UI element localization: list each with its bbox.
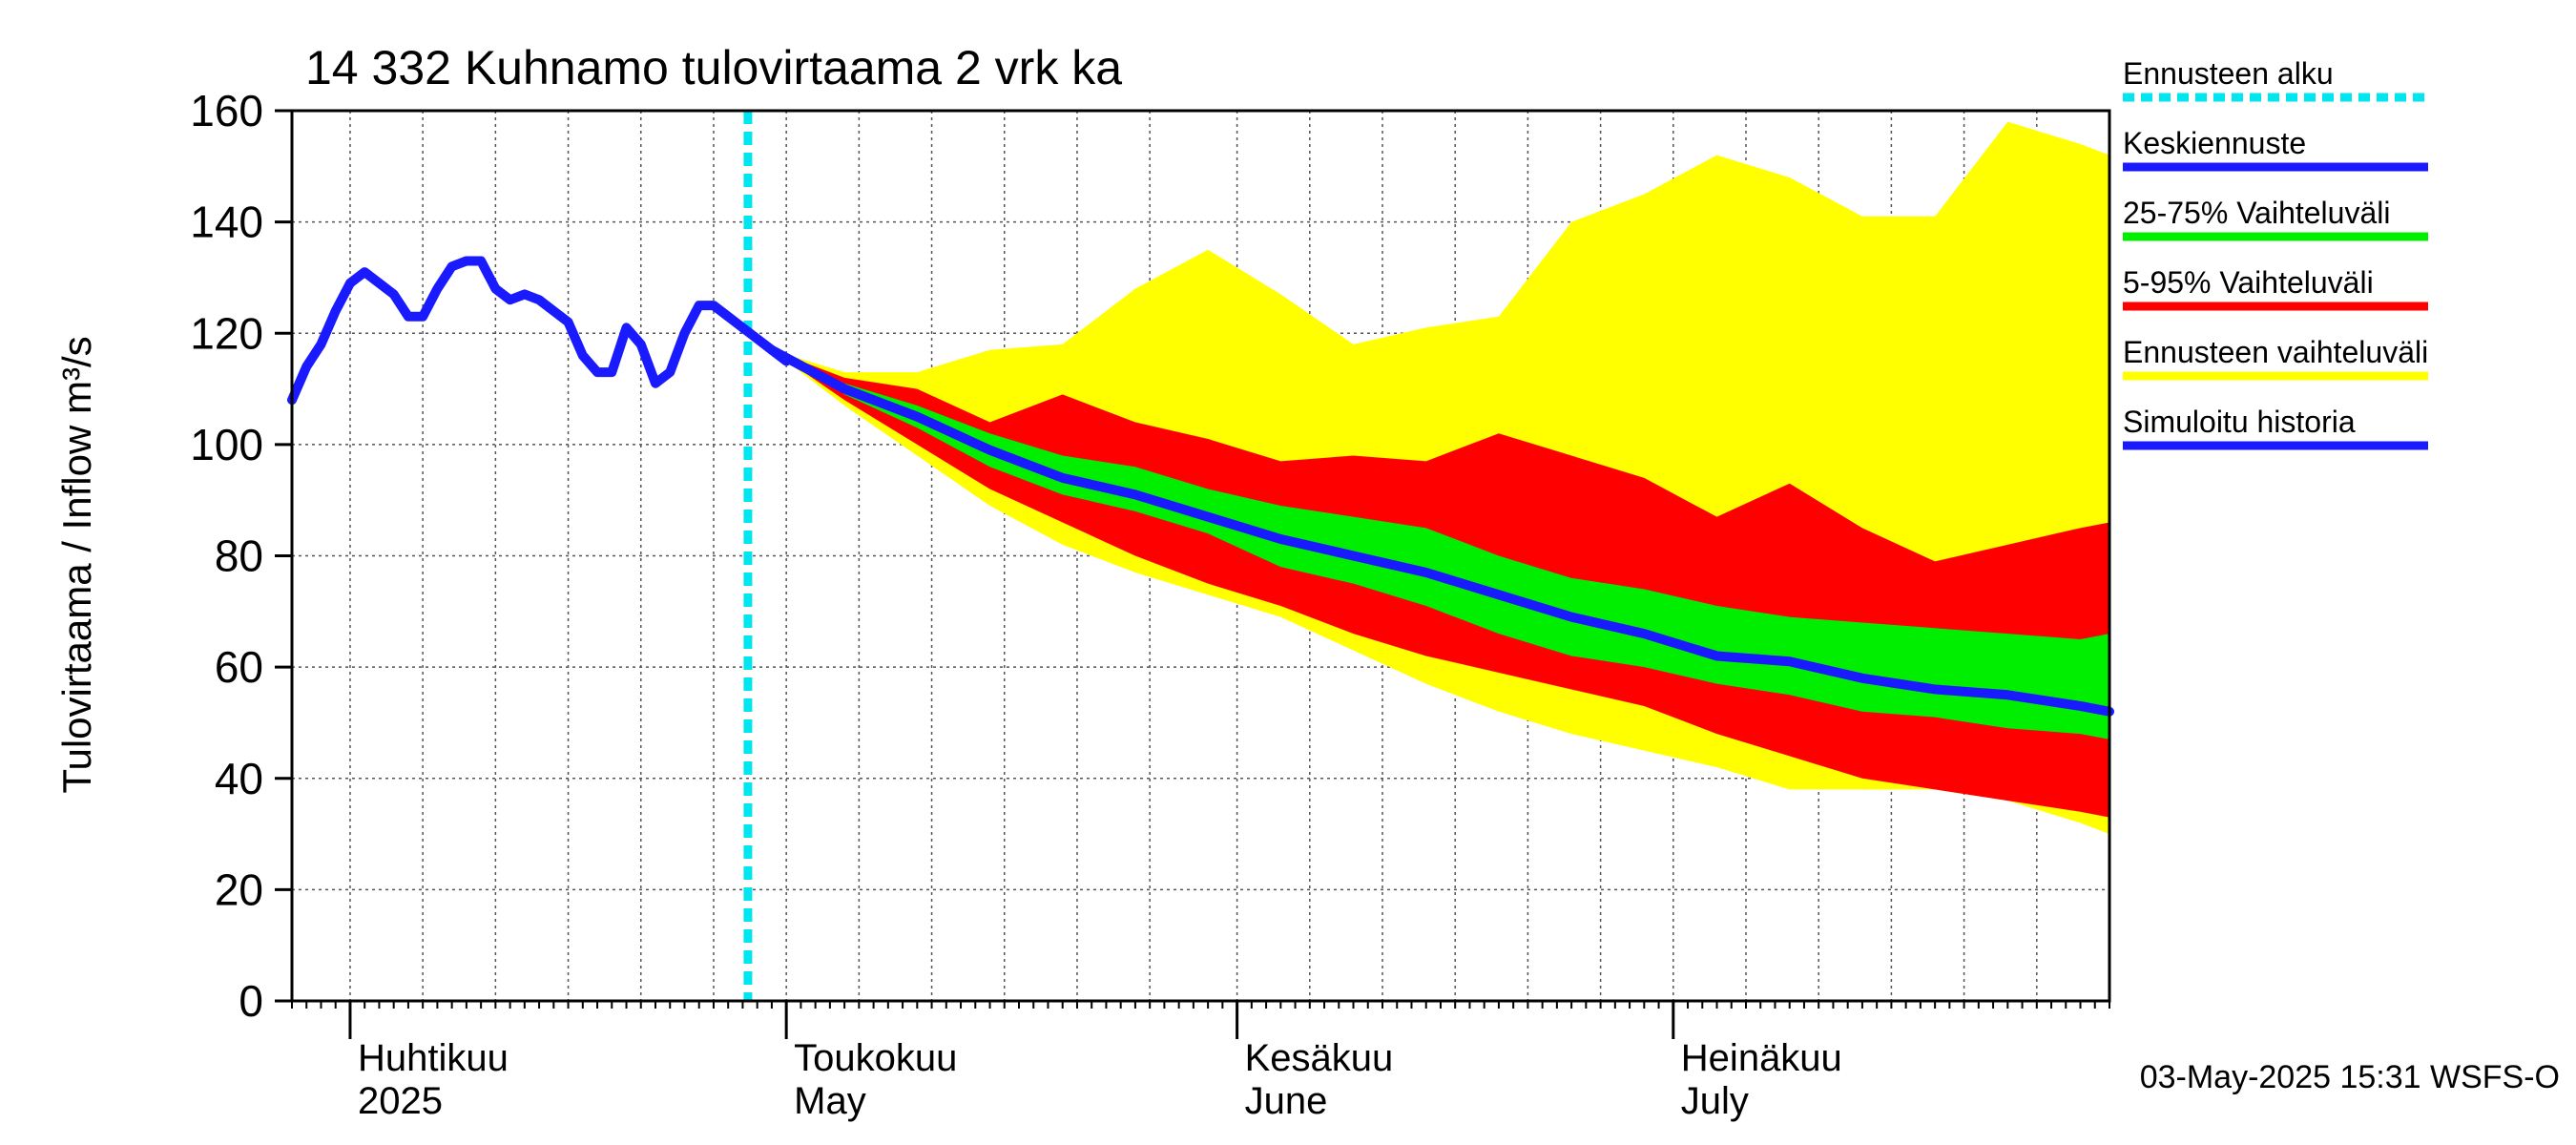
y-tick-label: 140 xyxy=(190,198,263,247)
series-lines xyxy=(287,111,2114,1001)
month-label-fi: Huhtikuu xyxy=(358,1037,509,1079)
month-label-en: 2025 xyxy=(358,1080,443,1122)
y-tick-label: 100 xyxy=(190,420,263,469)
legend-label: 25-75% Vaihteluväli xyxy=(2123,196,2390,230)
y-tick-label: 20 xyxy=(215,864,263,914)
y-tick-label: 40 xyxy=(215,754,263,803)
y-tick-label: 60 xyxy=(215,642,263,692)
month-label-fi: Heinäkuu xyxy=(1681,1037,1842,1079)
y-tick-label: 0 xyxy=(239,976,263,1026)
median-forecast-line xyxy=(766,344,2114,717)
timestamp-label: 03-May-2025 15:31 WSFS-O xyxy=(2140,1059,2560,1095)
month-label-fi: Kesäkuu xyxy=(1245,1037,1394,1079)
y-tick-label: 120 xyxy=(190,308,263,358)
legend-label: Ennusteen alku xyxy=(2123,56,2334,91)
month-label-fi: Toukokuu xyxy=(794,1037,957,1079)
y-tick-label: 160 xyxy=(190,86,263,135)
legend: Ennusteen alku Keskiennuste 25-75% Vaihtel… xyxy=(2123,56,2428,450)
history-line xyxy=(287,256,792,406)
month-label-en: June xyxy=(1245,1080,1328,1122)
legend-label: Ennusteen vaihteluväli xyxy=(2123,335,2428,369)
legend-label: Simuloitu historia xyxy=(2123,405,2356,439)
month-label-en: July xyxy=(1681,1080,1749,1122)
legend-label: Keskiennuste xyxy=(2123,126,2306,160)
month-label-en: May xyxy=(794,1080,866,1122)
y-axis-label: Tulovirtaama / Inflow m³/s xyxy=(54,336,99,793)
legend-label: 5-95% Vaihteluväli xyxy=(2123,265,2374,300)
chart-title: 14 332 Kuhnamo tulovirtaama 2 vrk ka xyxy=(305,41,1122,94)
band-25-75 xyxy=(771,349,2110,739)
forecast-bands xyxy=(771,121,2110,835)
y-tick-label: 80 xyxy=(215,531,263,581)
